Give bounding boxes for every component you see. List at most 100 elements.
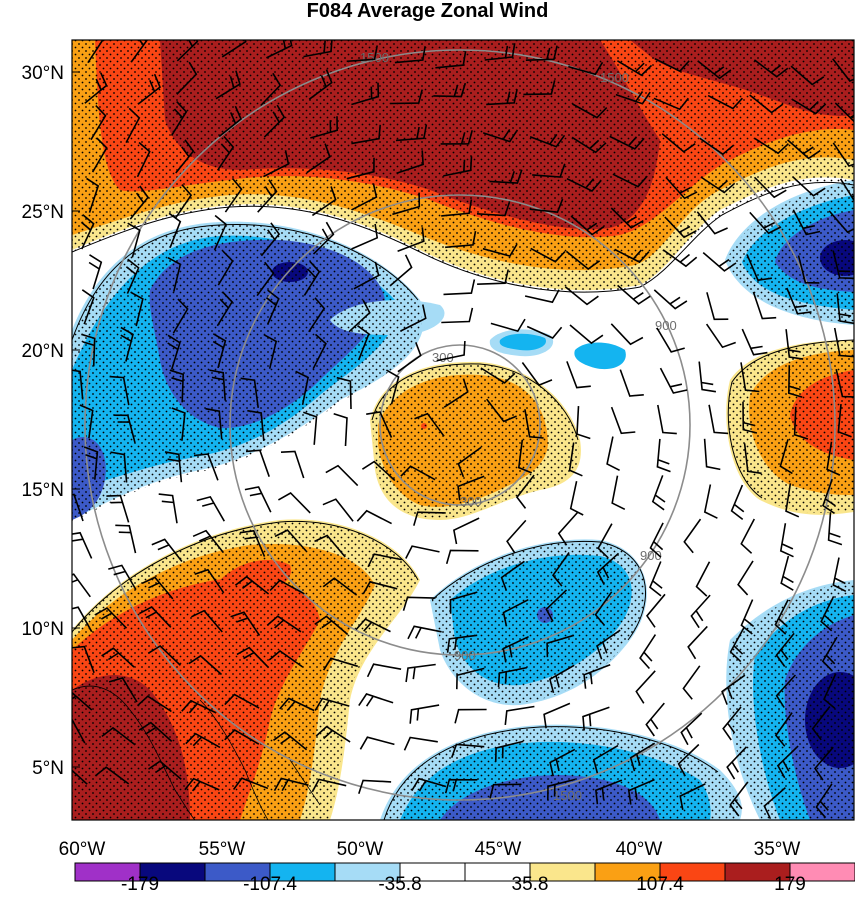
wind-barb [617, 284, 651, 305]
wind-barb [572, 103, 608, 119]
wind-barb [616, 60, 653, 77]
wind-barb [523, 80, 556, 96]
wind-barb [325, 464, 359, 487]
wind-barb [697, 60, 732, 80]
wind-barb [703, 484, 718, 519]
wind-barb [362, 580, 398, 595]
wind-barb [665, 176, 698, 200]
wind-barb [753, 59, 789, 78]
wind-barb [606, 436, 620, 472]
wind-barb [705, 323, 736, 349]
wind-barb [113, 414, 136, 443]
wind-barb [367, 553, 402, 568]
plot-area: 300 300 900 900 900 1500 1500 1500 [72, 40, 854, 820]
wind-barb [212, 333, 227, 369]
wind-barb [610, 207, 644, 229]
wind-barb [502, 635, 529, 663]
wind-barb [548, 664, 575, 694]
wind-barb [834, 102, 854, 123]
wind-barb [389, 254, 413, 287]
wind-barb [230, 611, 261, 636]
wind-barb [571, 136, 607, 154]
contour-lines [72, 181, 854, 820]
wind-barb [409, 704, 440, 724]
wind-barb [489, 783, 522, 799]
wind-barb [476, 201, 511, 217]
wind-barb [351, 223, 379, 250]
wind-barb [395, 124, 428, 142]
lat-label-30n: 30°N [22, 63, 64, 84]
wind-barb [280, 450, 305, 479]
colorbar-label-0: -179 [121, 874, 159, 895]
lon-label-35w: 35°W [754, 839, 801, 860]
wind-barb [457, 475, 485, 501]
wind-barb [832, 557, 847, 593]
wind-barb [169, 369, 185, 403]
wind-barb [787, 365, 803, 398]
wind-barb [444, 778, 478, 794]
wind-barb [813, 746, 834, 781]
wind-barb [295, 370, 310, 406]
wind-barb [477, 269, 509, 285]
wind-barb [266, 615, 302, 633]
wind-barb [722, 706, 742, 741]
wind-barb [108, 677, 138, 703]
wind-barb [708, 404, 729, 435]
ring-label-900-east: 900 [655, 318, 677, 333]
wind-barb [217, 250, 234, 286]
ring-label-900-south: 900 [454, 648, 476, 663]
wind-barb [615, 91, 651, 105]
wind-barb [741, 328, 768, 356]
wind-barb [357, 325, 370, 361]
wind-barb [543, 702, 571, 729]
wind-barb [729, 782, 748, 817]
wind-barb [629, 742, 656, 772]
wind-barb [690, 594, 711, 629]
wind-barb [480, 367, 516, 384]
wind-barb [213, 214, 227, 251]
wind-barb [80, 214, 95, 250]
wind-barb [273, 731, 308, 751]
wind-barb [635, 670, 656, 704]
wind-barb [359, 736, 395, 750]
wind-barb [517, 439, 533, 474]
wind-barb [547, 778, 576, 801]
wind-barb [721, 674, 746, 705]
wind-barb [94, 766, 130, 785]
wind-barb [524, 289, 560, 304]
wind-barb [101, 726, 136, 746]
wind-barb [130, 291, 144, 327]
wind-barb [351, 183, 378, 211]
wind-barb [785, 329, 804, 360]
wind-barb [449, 591, 478, 614]
wind-barb [136, 141, 151, 178]
wind-barb [353, 261, 380, 290]
wind-barb [746, 254, 773, 282]
wind-barb [639, 634, 657, 670]
wind-barb [749, 211, 782, 235]
wind-barb [753, 176, 787, 199]
wind-barb [797, 255, 820, 284]
wind-barb [568, 61, 604, 76]
wind-barb [740, 518, 756, 554]
wind-barb [351, 82, 380, 106]
wind-barb [260, 222, 281, 257]
ring-label-1500-south: 1500 [553, 788, 582, 803]
wind-barb [79, 404, 94, 439]
wind-barb [240, 377, 259, 409]
wind-barb [484, 43, 516, 61]
wind-barb [679, 783, 706, 810]
wind-barb [489, 169, 523, 184]
wind-barb [405, 545, 440, 559]
wind-barb [610, 406, 636, 435]
wind-barb [597, 523, 613, 559]
wind-barb [454, 708, 487, 724]
wind-barb [346, 157, 375, 180]
wind-barb [687, 625, 708, 660]
lon-label-45w: 45°W [475, 839, 522, 860]
wind-barb [743, 443, 762, 475]
wind-barb [314, 615, 349, 636]
wind-barb [312, 221, 335, 255]
wind-barb [683, 518, 702, 554]
wind-barb [821, 636, 838, 672]
